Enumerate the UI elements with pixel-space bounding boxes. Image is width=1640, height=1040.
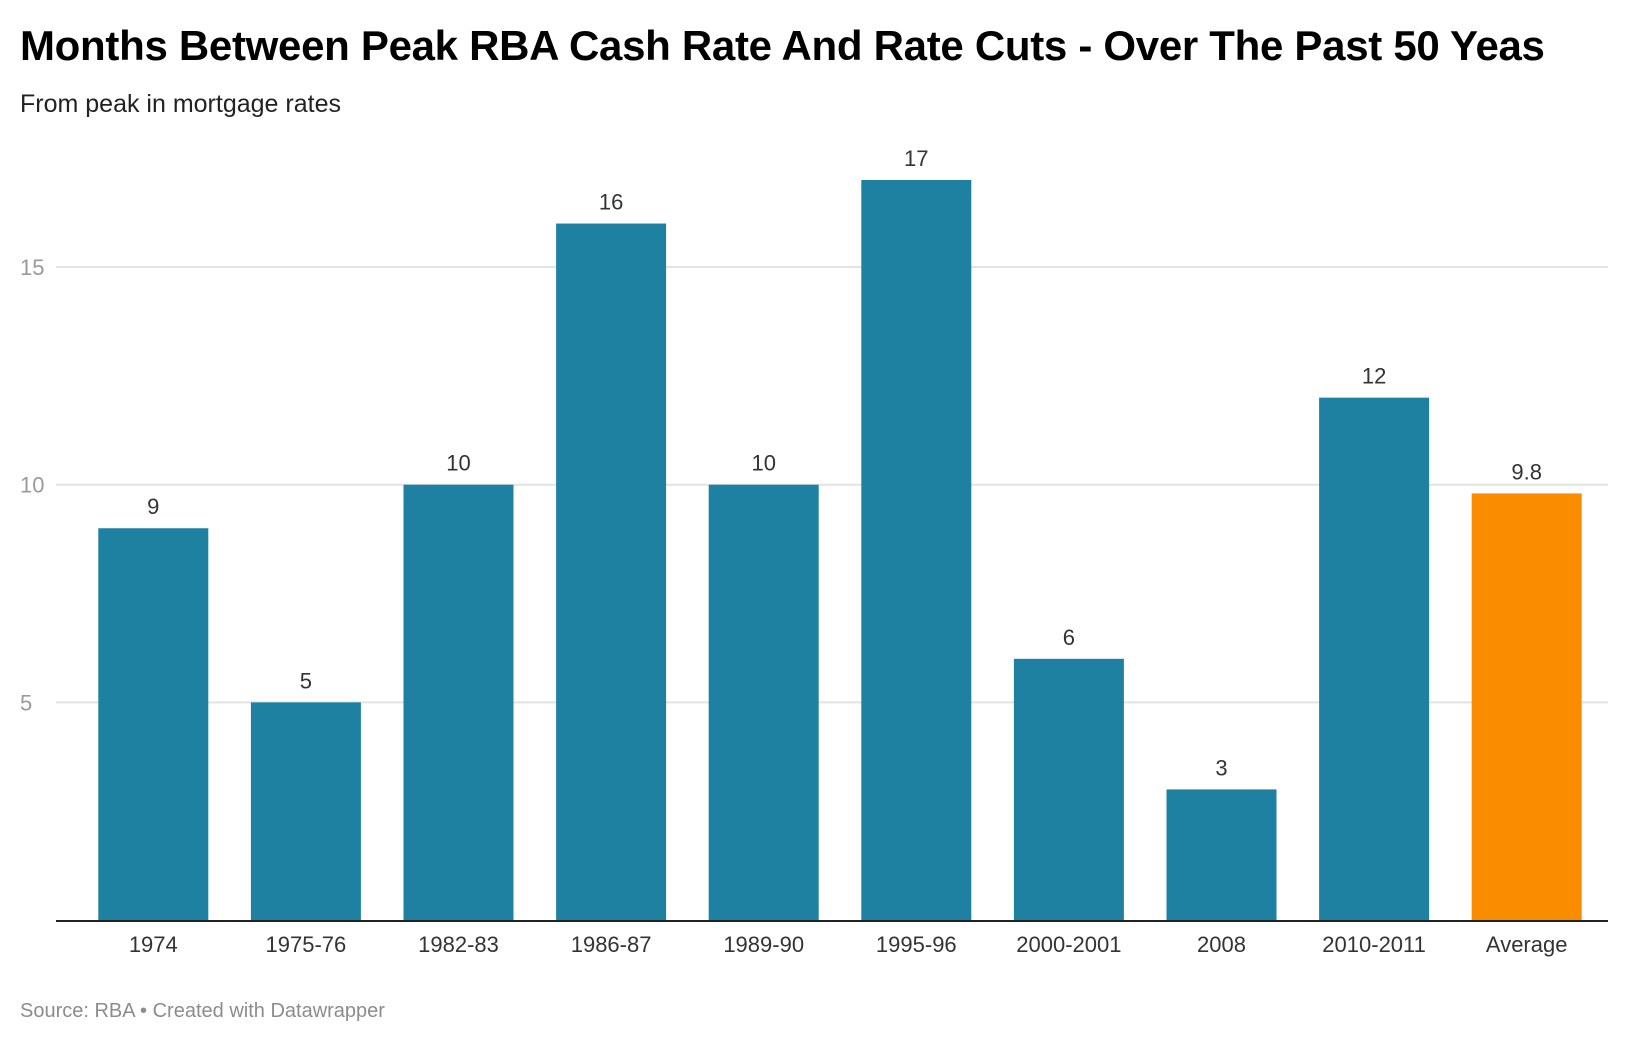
value-label: 9.8 (1511, 459, 1542, 484)
source-note: Source: RBA • Created with Datawrapper (20, 1000, 385, 1022)
value-label: 10 (751, 451, 775, 476)
bar-average (1471, 493, 1582, 920)
bar-1989-90 (708, 484, 819, 920)
value-label: 12 (1362, 364, 1386, 389)
bar-2010-2011 (1319, 397, 1430, 920)
x-tick-label: 1995-96 (876, 932, 957, 957)
value-labels: 9 5 10 16 10 17 6 3 12 9.8 (147, 146, 1542, 780)
x-tick-label: Average (1486, 932, 1568, 957)
value-label: 16 (599, 190, 623, 215)
value-label: 6 (1063, 625, 1075, 650)
value-label: 17 (904, 146, 928, 171)
x-tick-label: 2010-2011 (1322, 932, 1426, 957)
bar-1974 (98, 528, 209, 920)
x-tick-label: 1986-87 (571, 932, 652, 957)
bar-1986-87 (556, 223, 667, 920)
x-tick-label: 1975-76 (266, 932, 347, 957)
x-tick-label: 1989-90 (723, 932, 804, 957)
value-label: 10 (446, 451, 470, 476)
x-tick-label: 1974 (129, 932, 178, 957)
y-tick-label: 10 (20, 473, 44, 498)
value-label: 5 (300, 668, 312, 693)
bar-2008 (1166, 789, 1277, 920)
bar-1982-83 (403, 484, 514, 920)
x-tick-label: 1982-83 (418, 932, 499, 957)
x-tick-label: 2008 (1197, 932, 1246, 957)
value-label: 9 (147, 494, 159, 519)
x-tick-label: 2000-2001 (1016, 932, 1121, 957)
y-axis-ticks: 5 10 15 (20, 255, 44, 715)
y-tick-label: 15 (20, 255, 44, 280)
chart-subtitle: From peak in mortgage rates (20, 90, 341, 118)
bars (98, 180, 1582, 920)
value-label: 3 (1215, 755, 1227, 780)
chart-title: Months Between Peak RBA Cash Rate And Ra… (20, 22, 1545, 69)
x-axis-labels: 1974 1975-76 1982-83 1986-87 1989-90 1995-96 2… (129, 932, 1568, 957)
bar-2000-2001 (1013, 658, 1124, 920)
bar-1995-96 (861, 180, 972, 920)
bar-1975-76 (250, 702, 361, 920)
y-tick-label: 5 (20, 690, 32, 715)
